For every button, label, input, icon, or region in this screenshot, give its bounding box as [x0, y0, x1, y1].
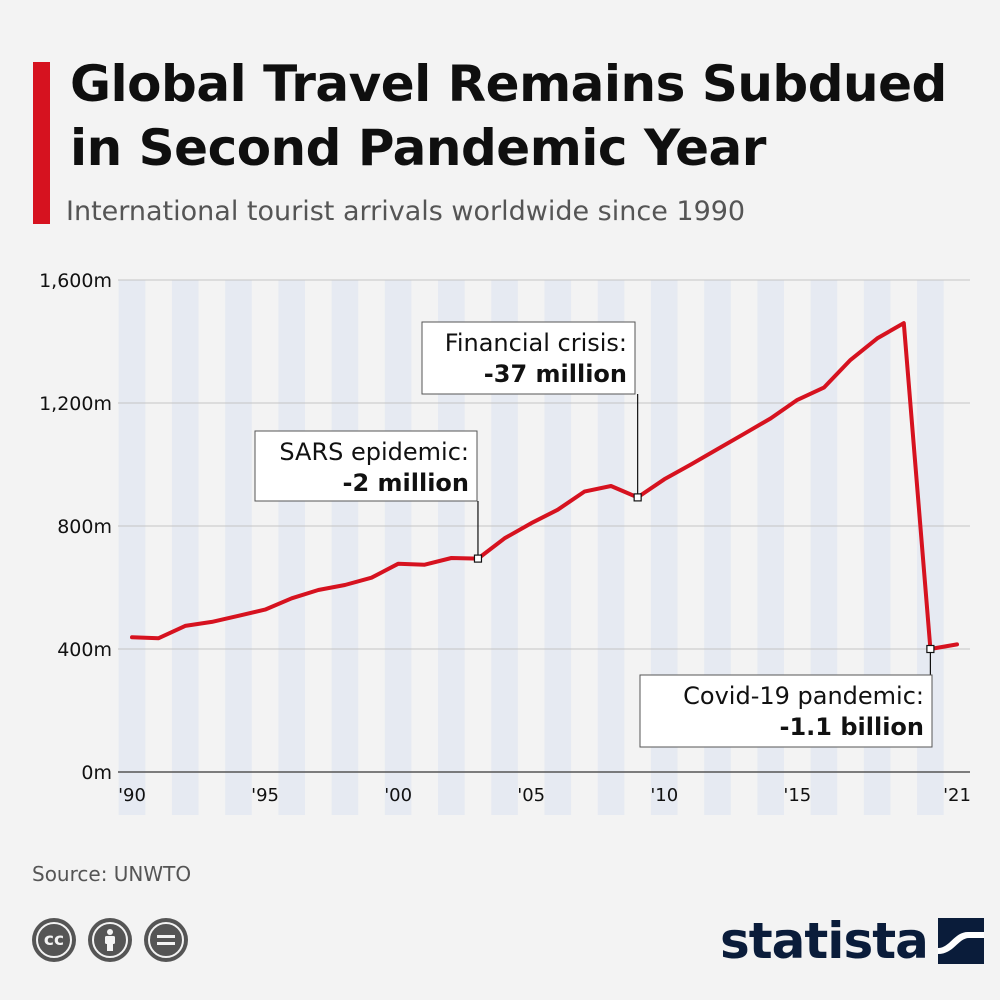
chart-title: Global Travel Remains Subdued in Second …: [70, 55, 947, 177]
year-stripe: [225, 280, 252, 815]
line-chart: 0m 400m 800m 1,200m 1,600m '90 '95 '00 '05 '10 '15…: [39, 270, 971, 815]
cc-icon[interactable]: cc: [32, 918, 76, 962]
person-glyph: [105, 929, 115, 951]
title-accent-bar: [33, 62, 50, 224]
annotation-label: SARS epidemic:: [279, 438, 469, 466]
annotation-marker: [633, 493, 642, 502]
annotation-label: Financial crisis:: [445, 329, 627, 357]
x-tick-label: '15: [783, 785, 811, 806]
y-tick-label: 800m: [57, 516, 112, 538]
annotation-value: -37 million: [484, 360, 627, 388]
y-tick-label: 0m: [81, 762, 112, 784]
x-tick-label: '05: [517, 785, 545, 806]
year-stripe: [384, 280, 412, 815]
no-derivatives-icon[interactable]: [144, 918, 188, 962]
annotation-box: [254, 430, 478, 502]
annotation-value: -1.1 billion: [780, 713, 925, 741]
annotation-value: -2 million: [342, 469, 469, 497]
x-tick-label: '21: [943, 785, 971, 806]
brand-wave-icon: [937, 918, 984, 964]
chart-subtitle: International tourist arrivals worldwide…: [66, 196, 746, 227]
attribution-icon[interactable]: [88, 918, 132, 962]
brand-logo[interactable]: statista: [720, 916, 984, 966]
equals-glyph: [157, 935, 175, 945]
year-stripe: [331, 280, 359, 815]
source-note: Source: UNWTO: [32, 862, 192, 886]
year-stripe: [171, 280, 199, 815]
x-tick-label: '00: [384, 785, 412, 806]
annotation-box: [639, 674, 933, 748]
annotation-marker: [926, 644, 935, 654]
x-tick-label: '10: [650, 785, 678, 806]
x-tick-label: '90: [118, 785, 146, 806]
brand-wordmark: statista: [720, 912, 929, 970]
license-icons: cc: [32, 918, 188, 962]
x-tick-label: '95: [251, 785, 279, 806]
annotation-label: Covid-19 pandemic:: [683, 682, 924, 710]
y-tick-label: 1,600m: [39, 270, 112, 292]
y-tick-label: 1,200m: [39, 393, 112, 415]
year-stripe: [278, 280, 305, 815]
series-line: [130, 321, 959, 651]
annotation-box: [421, 321, 636, 395]
year-stripe: [118, 280, 146, 815]
annotation-marker: [473, 554, 483, 563]
y-tick-label: 400m: [57, 639, 112, 661]
